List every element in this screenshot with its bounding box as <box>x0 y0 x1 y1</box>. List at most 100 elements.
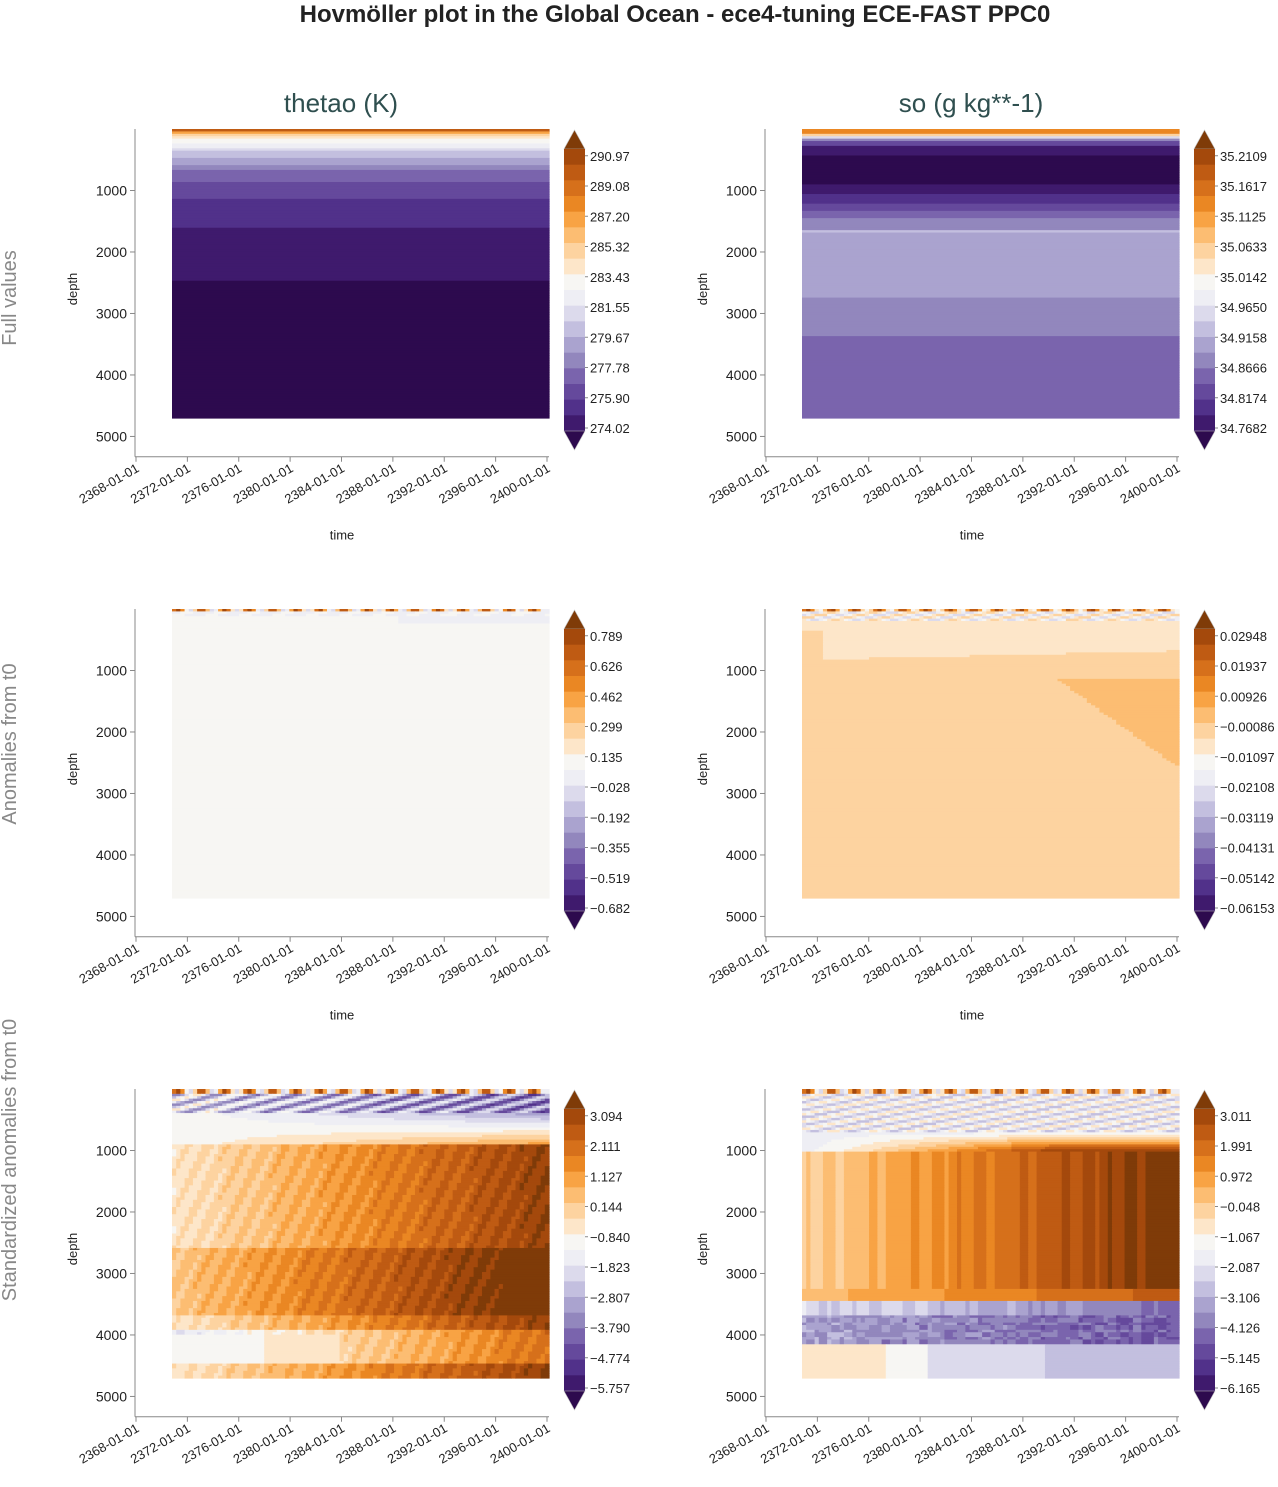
colorbar-min-arrow <box>1194 911 1215 930</box>
colorbar-segment <box>1194 274 1215 290</box>
colorbar-label: −0.01097 <box>1220 750 1275 765</box>
colorbar-label: −0.03119 <box>1220 810 1274 825</box>
colorbar-label: 279.67 <box>590 330 630 345</box>
colorbar-label: 0.02948 <box>1220 629 1267 644</box>
colorbar-segment <box>1194 801 1215 817</box>
y-tick-label: 4000 <box>726 367 757 383</box>
colorbar-label: −0.02108 <box>1220 780 1275 795</box>
colorbar-segment <box>1194 895 1215 911</box>
colorbar-segment <box>1194 243 1215 259</box>
colorbar-segment <box>1194 676 1215 692</box>
colorbar-segment <box>1194 384 1215 400</box>
colorbar-label: −0.04131 <box>1220 841 1275 856</box>
panel-thetao-anomalies: 10002000300040005000depth2368-01-012372-… <box>65 609 630 1023</box>
colorbar-segment <box>564 290 585 306</box>
colorbar-segment <box>564 801 585 817</box>
y-tick-label: 3000 <box>726 305 757 321</box>
colorbar-segment <box>564 384 585 400</box>
x-axis-label: time <box>960 528 985 543</box>
colorbar-max-arrow <box>1194 130 1215 149</box>
colorbar-segment <box>1194 629 1215 645</box>
colorbar-segment <box>1194 290 1215 306</box>
colorbar-segment <box>1194 212 1215 228</box>
y-axis-label: depth <box>65 753 80 786</box>
colorbar-segment <box>564 321 585 337</box>
y-tick-label: 1000 <box>96 182 127 198</box>
colorbar-segment <box>564 259 585 275</box>
colorbar-segment <box>1194 645 1215 661</box>
row-label-full-values: Full values <box>0 250 21 346</box>
x-axis-label: time <box>330 528 355 543</box>
colorbar-label: 0.462 <box>590 689 623 704</box>
colorbar-segment <box>564 848 585 864</box>
colorbar-max-arrow <box>564 130 585 149</box>
colorbar-segment <box>564 645 585 661</box>
colorbar-segment <box>564 180 585 196</box>
colorbar-segment <box>1194 848 1215 864</box>
heatmap-cell <box>172 416 550 419</box>
colorbar-segment <box>1194 817 1215 833</box>
colorbar-label: 277.78 <box>590 361 630 376</box>
colorbar-min-arrow <box>564 911 585 930</box>
colorbar-label: 287.20 <box>590 209 630 224</box>
colorbar-segment <box>1194 165 1215 181</box>
colorbar-segment <box>1194 400 1215 416</box>
colorbar-segment <box>1194 660 1215 676</box>
colorbar-segment <box>1194 415 1215 431</box>
y-tick-label: 1000 <box>726 662 757 678</box>
colorbar-label: −0.355 <box>590 841 630 856</box>
panel-so-full-values: 10002000300040005000depth2368-01-012372-… <box>695 129 1267 543</box>
colorbar-segment <box>1194 739 1215 755</box>
heatmap-cell <box>802 416 1180 419</box>
y-tick-label: 5000 <box>726 428 757 444</box>
colorbar-segment <box>1194 368 1215 384</box>
colorbar-segment <box>564 243 585 259</box>
colorbar-segment <box>1194 754 1215 770</box>
colorbar-segment <box>1194 864 1215 880</box>
colorbar-segment <box>564 770 585 786</box>
colorbar-segment <box>1194 723 1215 739</box>
panel-thetao-standardized-anomalies: 10002000300040005000depth2368-01-012372-… <box>65 1089 630 1482</box>
colorbar-label: 35.1617 <box>1220 179 1267 194</box>
colorbar-segment <box>564 895 585 911</box>
row-label-anomalies: Anomalies from t0 <box>0 663 21 824</box>
y-tick-label: 3000 <box>96 785 127 801</box>
colorbar-segment <box>1194 306 1215 322</box>
colorbar-segment <box>564 676 585 692</box>
colorbar-segment <box>564 368 585 384</box>
colorbar-label: 34.8174 <box>1220 391 1267 406</box>
colorbar-label: −0.192 <box>590 810 630 825</box>
colorbar-segment <box>1194 321 1215 337</box>
panel-so-anomalies: 10002000300040005000depth2368-01-012372-… <box>695 609 1275 1023</box>
column-title-thetao: thetao (K) <box>284 88 398 118</box>
colorbar-label: 0.01937 <box>1220 659 1267 674</box>
colorbar-segment <box>1194 259 1215 275</box>
y-tick-label: 3000 <box>726 785 757 801</box>
heatmap-cell <box>802 896 1180 899</box>
colorbar-label: 0.00926 <box>1220 689 1267 704</box>
y-tick-label: 5000 <box>96 428 127 444</box>
colorbar-label: 285.32 <box>590 240 630 255</box>
y-tick-label: 2000 <box>96 724 127 740</box>
colorbar-segment <box>564 306 585 322</box>
y-axis-label: depth <box>695 753 710 786</box>
colorbar-segment <box>1194 786 1215 802</box>
y-tick-label: 5000 <box>726 908 757 924</box>
y-tick-label: 2000 <box>726 244 757 260</box>
colorbar-label: 283.43 <box>590 270 630 285</box>
x-axis-label: time <box>960 1008 985 1023</box>
figure-title: Hovmöller plot in the Global Ocean - ece… <box>300 1 1051 28</box>
y-tick-label: 3000 <box>96 305 127 321</box>
colorbar-label: 0.135 <box>590 750 623 765</box>
y-tick-label: 4000 <box>726 847 757 863</box>
colorbar-max-arrow <box>1194 610 1215 629</box>
colorbar-segment <box>564 149 585 165</box>
colorbar-segment <box>564 880 585 896</box>
colorbar-label: −0.06153 <box>1220 901 1275 916</box>
colorbar-min-arrow <box>1194 431 1215 450</box>
y-tick-label: 2000 <box>96 244 127 260</box>
colorbar-segment <box>564 864 585 880</box>
colorbar-label: 289.08 <box>590 179 630 194</box>
colorbar-segment <box>564 353 585 369</box>
colorbar-label: 35.1125 <box>1220 209 1266 224</box>
